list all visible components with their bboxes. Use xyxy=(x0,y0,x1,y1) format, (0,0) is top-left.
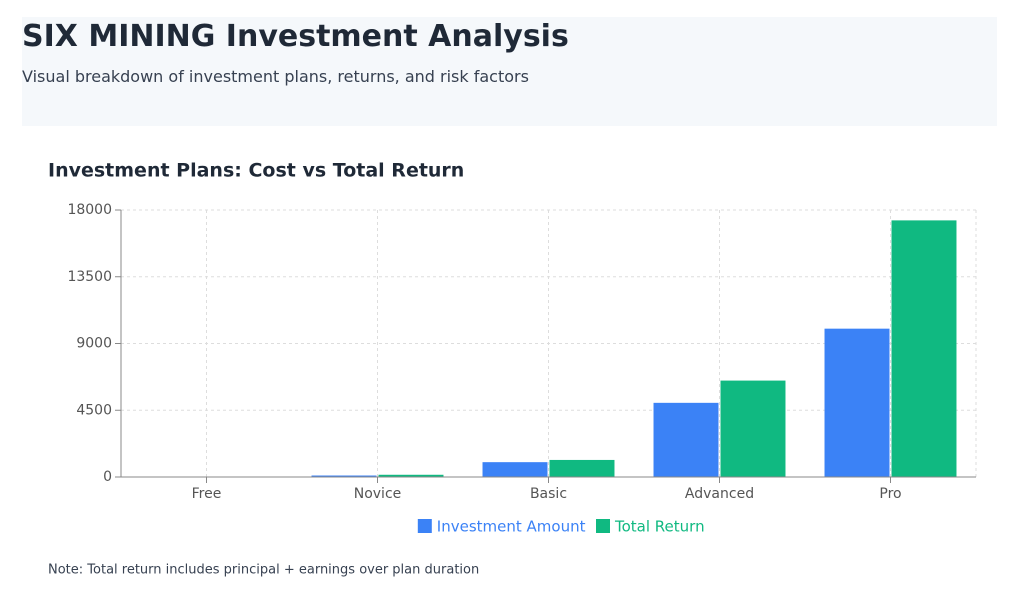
y-tick-label: 13500 xyxy=(67,269,112,285)
x-tick-label: Pro xyxy=(879,486,901,502)
bar xyxy=(378,474,444,477)
chart-title: Investment Plans: Cost vs Total Return xyxy=(48,160,464,182)
x-tick-label: Advanced xyxy=(685,486,754,502)
legend-swatch xyxy=(417,519,432,533)
y-tick-label: 0 xyxy=(103,469,112,485)
bar xyxy=(549,459,615,477)
legend-swatch xyxy=(596,519,610,533)
y-tick-label: 9000 xyxy=(76,336,112,352)
x-tick-label: Basic xyxy=(530,486,567,502)
bar xyxy=(891,220,957,477)
y-tick-label: 4500 xyxy=(76,402,112,418)
page-subtitle: Visual breakdown of investment plans, re… xyxy=(22,67,529,86)
bar xyxy=(653,402,719,477)
bar xyxy=(311,475,377,477)
page-title: SIX MINING Investment Analysis xyxy=(22,19,569,54)
bar xyxy=(720,380,786,477)
bar xyxy=(482,462,548,477)
header: SIX MINING Investment Analysis Visual br… xyxy=(22,17,997,126)
bar xyxy=(824,328,890,477)
y-tick-label: 18000 xyxy=(67,202,112,218)
x-tick-label: Novice xyxy=(354,486,402,502)
legend-label: Investment Amount xyxy=(437,518,586,536)
legend-label: Total Return xyxy=(614,518,705,536)
chart-note: Note: Total return includes principal + … xyxy=(48,563,479,578)
x-tick-label: Free xyxy=(192,486,222,502)
